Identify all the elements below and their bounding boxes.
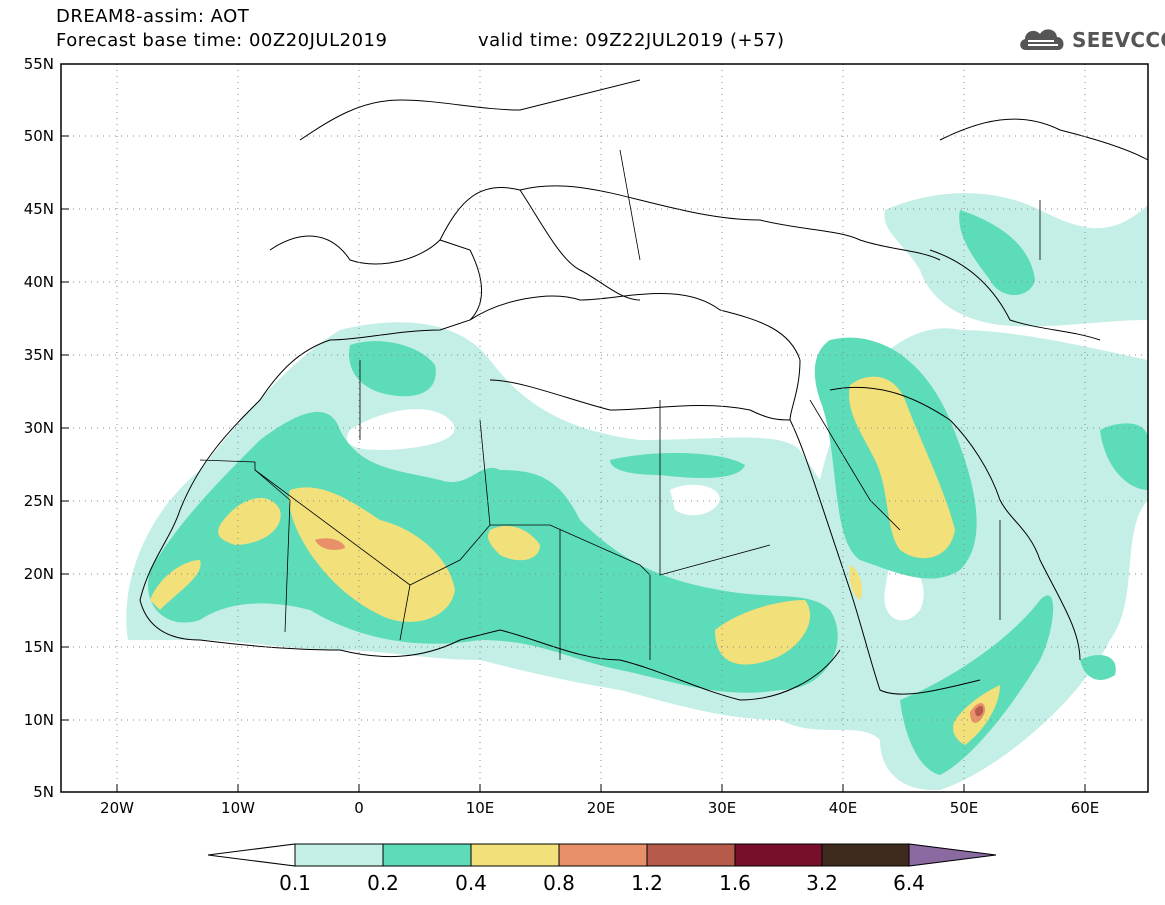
colorbar-label: 3.2 (806, 871, 838, 895)
coastlines (139, 79, 1148, 701)
lat-label: 50N (24, 127, 54, 145)
colorbar-segment (734, 843, 823, 867)
colorbar-label: 0.2 (367, 871, 399, 895)
lon-label: 50E (950, 799, 979, 817)
colorbar-label: 1.6 (719, 871, 751, 895)
logo-text: SEEVCCC (1072, 28, 1165, 52)
lat-label: 55N (24, 55, 54, 73)
cloud-icon (1020, 29, 1064, 50)
lon-label: 60E (1071, 799, 1100, 817)
colorbar-label: 6.4 (893, 871, 925, 895)
valid-time: valid time: 09Z22JUL2019 (+57) (478, 30, 785, 51)
forecast-base-time: Forecast base time: 00Z20JUL2019 (56, 30, 388, 51)
colorbar-under-arrow (207, 843, 296, 867)
aot-contour-0.4 (150, 376, 1000, 745)
aot-contour-1.2 (975, 705, 984, 717)
colorbar-segment (470, 843, 560, 867)
lat-label: 40N (24, 273, 54, 291)
colorbar-segment (294, 843, 384, 867)
colorbar-segment (558, 843, 648, 867)
lat-label: 25N (24, 492, 54, 510)
colorbar-segment (821, 843, 910, 867)
lat-label: 35N (24, 346, 54, 364)
lat-label: 30N (24, 419, 54, 437)
lon-label: 0 (354, 799, 364, 817)
colorbar-over-arrow (908, 843, 997, 867)
colorbar-label: 0.1 (279, 871, 311, 895)
latitude-labels: 55N 50N 45N 40N 35N 30N 25N 20N 15N 10N … (24, 55, 54, 801)
lon-label: 20W (100, 799, 134, 817)
colorbar-label: 0.4 (455, 871, 487, 895)
lat-label: 15N (24, 638, 54, 656)
colorbar-label: 0.8 (543, 871, 575, 895)
lon-label: 20E (587, 799, 616, 817)
colorbar-segment (382, 843, 472, 867)
lon-label: 10W (221, 799, 255, 817)
map-title: DREAM8-assim: AOT (56, 6, 250, 27)
lon-label: 30E (708, 799, 737, 817)
lat-label: 45N (24, 200, 54, 218)
aot-field (126, 193, 1148, 791)
lon-label: 40E (829, 799, 858, 817)
colorbar-label: 1.2 (631, 871, 663, 895)
seevccc-logo: SEEVCCC (1018, 26, 1165, 54)
colorbar: 0.1 0.2 0.4 0.8 1.2 1.6 3.2 6.4 (207, 843, 997, 895)
lat-label: 10N (24, 711, 54, 729)
country-borders (199, 149, 1041, 660)
lat-label: 20N (24, 565, 54, 583)
lat-label: 5N (33, 783, 54, 801)
lon-label: 10E (466, 799, 495, 817)
axis-ticks (61, 63, 1086, 793)
colorbar-segment (646, 843, 736, 867)
longitude-labels: 20W 10W 0 10E 20E 30E 40E 50E 60E (100, 799, 1099, 817)
gridlines (61, 64, 1148, 792)
